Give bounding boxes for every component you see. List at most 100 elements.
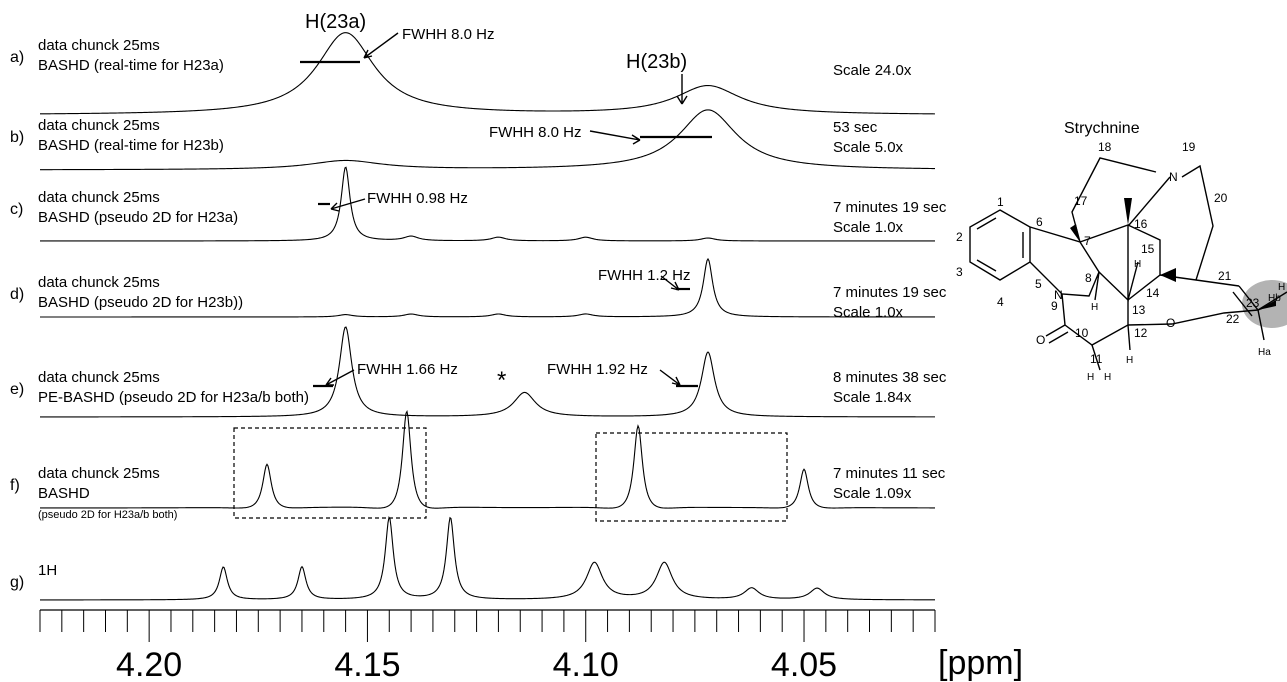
arrow-fwhh-d [660,275,680,291]
trace-panel-1 [40,32,936,115]
atom-o-carbonyl: O [1036,333,1045,347]
panel-letter: d) [10,286,24,303]
h23b-label: H(23b) [626,51,687,73]
atom-h13: H [1134,259,1141,270]
atom-h11b: H [1104,372,1111,383]
x-tick-label: 4.05 [771,646,837,682]
atom-6: 6 [1036,215,1043,229]
atom-n19: N [1169,170,1178,184]
trace-panel-6 [40,409,935,509]
fwhh-c-label: FWHH 0.98 Hz [367,190,468,207]
atom-15: 15 [1141,242,1155,256]
panel-description: BASHD (pseudo 2D for H23a) [38,209,238,226]
atom-hb: Hb [1268,293,1281,304]
panel-note: Scale 24.0x [833,62,912,79]
atom-7: 7 [1084,234,1091,248]
atom-h11a: H [1087,372,1094,383]
panel-labels: a) data chunck 25ms BASHD (real-time for H… [10,37,309,591]
dashed-box-h23a [233,427,427,519]
arrow-h23b [676,74,688,105]
panel-note: 7 minutes 19 sec [833,284,947,301]
atom-23: 23 [1246,296,1260,310]
atom-10: 10 [1075,326,1089,340]
atom-12: 12 [1134,326,1148,340]
atom-2: 2 [956,230,963,244]
panel-note: Scale 5.0x [833,139,904,156]
x-tick-label: 4.10 [553,646,619,682]
spectra-traces [39,32,936,601]
atom-19: 19 [1182,140,1196,154]
structure-title: Strychnine [1064,120,1140,137]
panel-letter: e) [10,381,24,398]
atom-11: 11 [1090,352,1103,366]
atom-n9: N [1054,288,1063,302]
trace-panel-5 [40,326,935,418]
fwhh-a-label: FWHH 8.0 Hz [402,26,495,43]
x-axis-label: [ppm] [938,644,1023,682]
atom-4: 4 [997,295,1004,309]
atom-1: 1 [997,195,1004,209]
atom-9: 9 [1051,299,1058,313]
arrow-fwhh-b [589,130,641,145]
atom-17: 17 [1074,194,1088,208]
arrow-fwhh-e1 [325,369,355,386]
h23-highlight [1242,280,1287,328]
fwhh-d-label: FWHH 1.2 Hz [598,267,691,284]
panel-description: data chunck 25ms [38,465,160,482]
panel-note: 7 minutes 11 sec [833,465,946,482]
panel-note: Scale 1.0x [833,304,904,321]
panel-letter: b) [10,129,24,146]
atom-h8: H [1091,302,1098,313]
panel-description: 1H [38,562,57,579]
panel-description: BASHD (real-time for H23b) [38,137,224,154]
atom-h22: H [1278,282,1285,293]
panel-letter: a) [10,49,24,66]
panel-description: (pseudo 2D for H23a/b both) [38,509,177,521]
dashed-box-h23b [595,432,788,522]
panel-note: Scale 1.09x [833,485,912,502]
panel-description: PE-BASHD (pseudo 2D for H23a/b both) [38,389,309,406]
panel-description: data chunck 25ms [38,369,160,386]
strychnine-structure: Strychnine 1 2 3 4 5 6 7 8 9 [956,120,1287,383]
x-tick-label: 4.15 [334,646,400,682]
arrow-fwhh-c [330,198,366,212]
atom-3: 3 [956,265,963,279]
atom-20: 20 [1214,191,1228,205]
panel-right-notes: Scale 24.0x 53 sec Scale 5.0x 7 minutes 19 … [833,62,947,502]
atom-21: 21 [1218,269,1232,283]
panel-note: 7 minutes 19 sec [833,199,947,216]
panel-description: data chunck 25ms [38,37,160,54]
trace-panel-7 [40,516,935,601]
trace-panel-3 [40,166,935,242]
atom-22: 22 [1226,312,1240,326]
atom-ha: Ha [1258,347,1271,358]
fwhh-e1-label: FWHH 1.66 Hz [357,361,458,378]
atom-14: 14 [1146,286,1160,300]
panel-description: data chunck 25ms [38,189,160,206]
atom-h12: H [1126,355,1133,366]
panel-letter: f) [10,477,20,494]
x-tick-label: 4.20 [116,646,182,682]
panel-description: data chunck 25ms [38,274,160,291]
panel-description: BASHD [38,485,90,502]
impurity-star: * [497,367,506,394]
atom-18: 18 [1098,140,1112,154]
arrow-fwhh-e2 [659,369,681,386]
panel-note: 53 sec [833,119,878,136]
panel-letter: g) [10,574,24,591]
panel-description: BASHD (real-time for H23a) [38,57,224,74]
atom-16: 16 [1134,217,1148,231]
x-axis: 4.20 4.15 4.10 4.05 [39,609,936,682]
panel-note: 8 minutes 38 sec [833,369,947,386]
trace-panel-2 [39,109,936,171]
panel-letter: c) [10,201,23,218]
fwhh-b-label: FWHH 8.0 Hz [489,124,582,141]
atom-5: 5 [1035,277,1042,291]
panel-note: Scale 1.0x [833,219,904,236]
atom-13: 13 [1132,303,1146,317]
atom-o-ether: O [1166,316,1175,330]
panel-description: BASHD (pseudo 2D for H23b)) [38,294,243,311]
atom-8: 8 [1085,271,1092,285]
panel-note: Scale 1.84x [833,389,912,406]
panel-description: data chunck 25ms [38,117,160,134]
